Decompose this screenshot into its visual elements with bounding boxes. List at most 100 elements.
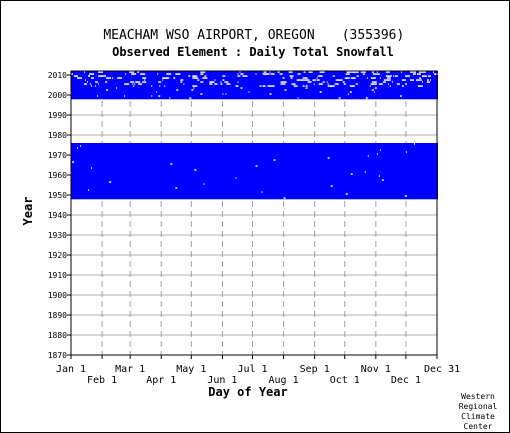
x-tick-label: Mar 1: [115, 364, 145, 375]
missing-days-gap: [85, 79, 87, 81]
missing-days-gap: [194, 169, 197, 171]
missing-days-gap: [101, 75, 107, 77]
missing-days-gap: [158, 95, 161, 97]
y-tick-label: 1910: [48, 271, 67, 280]
missing-days-gap: [144, 79, 146, 81]
year-coverage-row: [71, 195, 438, 198]
missing-days-gap: [335, 79, 341, 81]
credit-line-4: Center: [464, 422, 493, 431]
missing-days-gap: [201, 73, 204, 75]
missing-days-gap: [318, 83, 323, 85]
missing-days-gap: [87, 81, 89, 83]
missing-days-gap: [74, 75, 79, 77]
y-tick-label: 1950: [48, 191, 67, 200]
missing-days-gap: [88, 189, 90, 191]
missing-days-gap: [90, 83, 92, 85]
missing-days-gap: [303, 71, 306, 73]
missing-days-gap: [342, 81, 345, 83]
missing-days-gap: [200, 71, 206, 73]
year-coverage-row: [71, 93, 438, 96]
year-coverage-row: [71, 71, 438, 74]
missing-days-gap: [237, 81, 239, 83]
missing-days-gap: [264, 73, 270, 75]
missing-days-gap: [371, 83, 377, 85]
missing-days-gap: [133, 85, 135, 87]
missing-days-gap: [237, 75, 241, 77]
missing-days-gap: [418, 77, 421, 79]
missing-days-gap: [305, 85, 308, 87]
missing-days-gap: [319, 71, 325, 73]
missing-days-gap: [317, 75, 319, 77]
missing-days-gap: [156, 91, 158, 93]
missing-days-gap: [385, 79, 391, 81]
missing-days-gap: [365, 97, 368, 99]
year-coverage-row: [71, 87, 438, 90]
missing-days-gap: [202, 77, 206, 79]
x-tick-label: Dec 1: [391, 375, 421, 386]
year-coverage-row: [71, 155, 438, 158]
missing-days-gap: [159, 85, 161, 87]
y-tick-label: 1930: [48, 231, 67, 240]
missing-days-gap: [224, 81, 229, 83]
coverage-period: [71, 71, 439, 88]
y-axis-ticks: 1870 1880 1890 1900 1910 1920 1930 1940 1950 1960…: [48, 71, 71, 360]
missing-days-gap: [370, 77, 376, 79]
missing-days-gap: [235, 177, 237, 179]
missing-days-gap: [169, 97, 171, 99]
missing-days-gap: [364, 171, 366, 173]
missing-days-gap: [385, 75, 390, 77]
missing-days-gap: [280, 83, 286, 85]
missing-days-gap: [307, 81, 312, 83]
missing-days-gap: [356, 75, 359, 77]
y-tick-label: 1900: [48, 291, 67, 300]
year-coverage-row: [71, 147, 438, 150]
missing-days-gap: [267, 85, 271, 87]
missing-days-gap: [97, 95, 99, 97]
missing-days-gap: [426, 81, 430, 83]
y-tick-label: 1870: [48, 351, 67, 360]
missing-days-gap: [433, 73, 439, 75]
missing-days-gap: [277, 71, 280, 73]
missing-days-gap: [371, 71, 374, 73]
x-axis-label: Day of Year: [208, 385, 287, 399]
missing-days-gap: [98, 75, 103, 77]
missing-days-gap: [239, 71, 241, 73]
credit-line-1: Western: [461, 392, 495, 401]
missing-days-gap: [194, 75, 196, 77]
year-coverage-row: [71, 75, 438, 78]
missing-days-gap: [136, 81, 141, 83]
missing-days-gap: [401, 85, 404, 87]
x-tick-label: May 1: [176, 364, 206, 375]
missing-days-gap: [91, 167, 93, 169]
missing-days-gap: [263, 71, 267, 73]
missing-days-gap: [316, 77, 318, 79]
missing-days-gap: [290, 77, 293, 79]
year-coverage-row: [71, 165, 438, 168]
year-coverage-row: [71, 197, 438, 200]
missing-days-gap: [389, 75, 392, 77]
missing-days-gap: [84, 71, 86, 73]
missing-days-gap: [98, 71, 104, 73]
missing-days-gap: [371, 81, 373, 83]
missing-days-gap: [421, 81, 423, 83]
missing-days-gap: [222, 93, 224, 95]
year-coverage-row: [71, 73, 438, 76]
missing-days-gap: [420, 79, 422, 81]
coverage-period: [71, 143, 438, 200]
missing-days-gap: [220, 81, 222, 83]
missing-days-gap: [418, 71, 423, 73]
missing-days-gap: [270, 73, 275, 75]
missing-days-gap: [222, 79, 225, 81]
missing-days-gap: [318, 75, 323, 77]
year-coverage-row: [71, 77, 438, 80]
missing-days-gap: [367, 155, 369, 157]
year-coverage-row: [71, 151, 438, 154]
y-tick-label: 1980: [48, 131, 67, 140]
missing-days-gap: [284, 89, 287, 91]
missing-days-gap: [302, 77, 308, 79]
missing-days-gap: [369, 85, 371, 87]
missing-days-gap: [98, 83, 100, 85]
missing-days-gap: [382, 81, 386, 83]
year-coverage-row: [71, 181, 438, 184]
missing-days-gap: [269, 93, 272, 95]
